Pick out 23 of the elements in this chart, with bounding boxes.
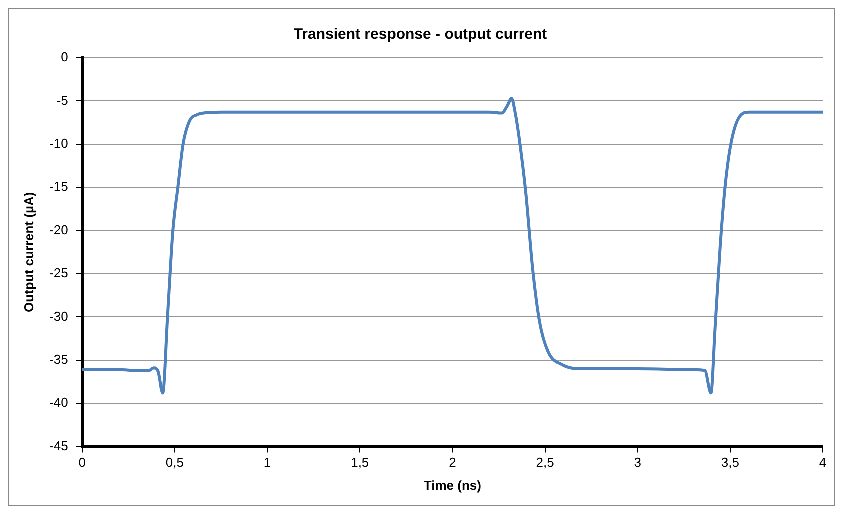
x-tick-label: 0,5 xyxy=(166,455,184,470)
x-tick-label: 1 xyxy=(264,455,272,470)
x-tick-label: 4 xyxy=(819,455,827,470)
x-tick-label: 1,5 xyxy=(351,455,370,470)
y-tick-label: -15 xyxy=(50,179,68,194)
x-tick-label: 3,5 xyxy=(721,455,740,470)
x-axis-title: Time (ns) xyxy=(424,478,482,493)
y-tick-label: -10 xyxy=(50,136,68,151)
y-tick-label: -35 xyxy=(50,352,68,367)
y-tick-label: 0 xyxy=(61,50,68,65)
y-tick-label: -30 xyxy=(50,308,68,324)
y-axis-title: Output current (µA) xyxy=(21,192,36,312)
line-series xyxy=(82,97,823,395)
y-tick-label: -40 xyxy=(50,395,68,410)
x-tick-label: 0 xyxy=(78,455,86,470)
x-tick-label: 2,5 xyxy=(536,455,554,470)
y-tick-label: -25 xyxy=(50,266,68,281)
x-tick-label: 2 xyxy=(449,455,456,470)
chart-title: Transient response - output current xyxy=(294,26,548,44)
y-tick-label: -45 xyxy=(50,438,68,454)
y-tick-label: -20 xyxy=(50,222,68,238)
x-tick-label: 3 xyxy=(634,455,642,470)
y-tick-label: -5 xyxy=(56,92,68,108)
